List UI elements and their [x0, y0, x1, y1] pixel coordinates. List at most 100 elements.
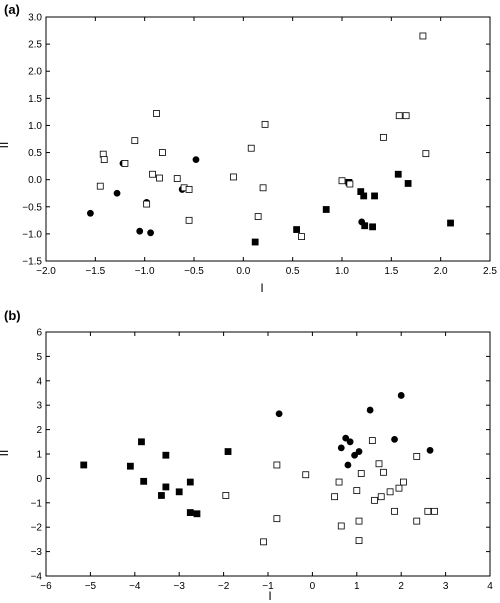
chart-0-point-open-square — [156, 174, 163, 182]
chart-1-point-open-square — [375, 460, 383, 468]
chart-1-point-open-square — [424, 507, 432, 515]
chart-1-point-filled-square — [158, 492, 165, 499]
chart-1-y-tick-label: 1 — [36, 450, 42, 461]
chart-1-point-open-square — [391, 507, 398, 515]
chart-1-y-tick-label: −3 — [31, 547, 43, 558]
chart-1-point-open-square — [273, 461, 281, 469]
chart-0-y-tick-label: 2.5 — [28, 40, 42, 51]
chart-1-point-filled-square — [193, 510, 201, 518]
chart-1-point-open-square — [302, 471, 310, 479]
chart-0-point-open-square — [346, 180, 354, 188]
chart-1-x-tick-label: −6 — [40, 581, 52, 592]
chart-1-point-open-square — [380, 468, 387, 476]
chart-0-point-filled-square — [371, 192, 378, 200]
chart-1-y-tick-label: 0 — [36, 474, 42, 485]
chart-1-point-filled-square — [140, 477, 148, 485]
chart-1-x-tick-label: 3 — [443, 581, 449, 592]
chart-0-point-filled-square — [447, 219, 454, 227]
chart-1-x-axis-label: I — [268, 589, 271, 603]
chart-0-point-open-square — [159, 149, 166, 156]
chart-1-point-filled-circle — [342, 434, 350, 442]
chart-0-point-filled-square — [322, 206, 330, 213]
chart-0-point-open-square — [100, 156, 108, 164]
chart-1-x-tick-label: −5 — [85, 581, 97, 592]
chart-0-x-tick-label: −1.5 — [85, 266, 105, 277]
chart-1-point-open-square — [335, 478, 343, 486]
chart-1-point-open-square — [377, 493, 385, 501]
chart-0-x-tick-label: 1.5 — [384, 266, 398, 277]
chart-1-point-filled-square — [186, 478, 194, 486]
chart-1-y-axis-label: II — [0, 450, 11, 457]
chart-1-point-filled-circle — [275, 410, 283, 418]
chart-0-point-open-square — [143, 200, 151, 208]
chart-1-point-open-square — [222, 492, 230, 499]
chart-0-x-tick-label: −0.5 — [184, 266, 204, 277]
chart-1-point-filled-square — [162, 451, 170, 459]
chart-1-panel-label: (b) — [4, 308, 21, 323]
chart-1-point-filled-circle — [351, 451, 358, 459]
chart-0-plot-frame — [45, 16, 491, 262]
chart-0-point-open-square — [121, 159, 129, 167]
chart-1-point-filled-square — [138, 438, 145, 446]
chart-1-point-filled-circle — [391, 435, 398, 443]
chart-1-x-tick-label: −2 — [218, 581, 230, 592]
chart-1-point-open-square — [353, 487, 361, 495]
chart-0-point-filled-circle — [87, 209, 94, 217]
chart-1-point-open-square — [337, 522, 345, 530]
chart-0-point-filled-square — [369, 223, 376, 231]
chart-0-point-filled-square — [361, 222, 369, 230]
chart-1-y-tick-label: 5 — [36, 352, 42, 363]
chart-1-point-filled-square — [224, 448, 232, 455]
chart-0-point-open-square — [185, 216, 193, 224]
chart-1-y-tick-label: 4 — [36, 376, 42, 387]
chart-0-point-filled-circle — [113, 189, 121, 197]
chart-0-y-tick-label: −1.5 — [22, 257, 42, 268]
chart-0-point-filled-square — [394, 170, 402, 178]
chart-1-point-open-square — [400, 478, 407, 486]
chart-1-point-open-square — [413, 517, 421, 525]
chart-1-x-tick-label: −3 — [173, 581, 185, 592]
chart-0-y-tick-label: 2.0 — [28, 67, 42, 78]
chart-0-x-tick-label: −1.0 — [135, 266, 155, 277]
chart-1-point-open-square — [331, 493, 339, 501]
chart-1-point-open-square — [368, 437, 376, 444]
chart-1-x-tick-label: −1 — [262, 581, 274, 592]
chart-0-point-open-square — [338, 177, 346, 185]
chart-1-point-open-square — [357, 470, 365, 477]
chart-1-point-open-square — [431, 507, 438, 515]
chart-1-x-tick-label: 4 — [487, 581, 493, 592]
chart-0-x-tick-label: 0.0 — [236, 266, 250, 277]
chart-1-x-tick-label: 1 — [354, 581, 360, 592]
chart-1-point-open-square — [273, 515, 281, 523]
chart-1-point-open-square — [260, 538, 267, 546]
chart-0-y-tick-label: 0.0 — [28, 175, 42, 186]
chart-0-point-open-square — [131, 137, 139, 145]
chart-0-point-open-square — [259, 184, 267, 192]
chart-1-point-open-square — [371, 496, 378, 504]
chart-1-point-filled-circle — [426, 446, 434, 454]
chart-0-point-open-square — [261, 120, 269, 128]
chart-0-y-tick-label: −1.0 — [22, 229, 42, 240]
chart-1-point-filled-circle — [355, 448, 363, 455]
chart-0-point-open-square — [380, 133, 387, 141]
chart-0-panel-label: (a) — [4, 2, 20, 17]
chart-1-y-tick-label: 6 — [36, 328, 42, 339]
chart-0-point-open-square — [149, 170, 156, 178]
chart-1-y-tick-label: 3 — [36, 401, 42, 412]
chart-1-point-filled-square — [175, 488, 183, 496]
chart-1-point-open-square — [355, 537, 363, 545]
chart-0-point-filled-circle — [192, 156, 200, 164]
chart-0-point-open-square — [422, 150, 430, 158]
chart-1-x-tick-label: −4 — [129, 581, 141, 592]
chart-0-point-filled-circle — [136, 227, 144, 235]
chart-1-point-filled-circle — [397, 392, 405, 399]
chart-1-y-tick-label: −2 — [31, 523, 43, 534]
chart-1-y-tick-label: 2 — [36, 425, 42, 436]
chart-0-y-axis-label: II — [0, 142, 11, 149]
chart-0-point-open-square — [254, 213, 262, 220]
chart-1-point-filled-circle — [344, 461, 352, 469]
chart-1-point-open-square — [355, 517, 363, 525]
chart-0-point-filled-square — [360, 192, 368, 200]
chart-0-point-filled-square — [293, 226, 301, 233]
chart-1-plot-frame — [45, 331, 491, 577]
